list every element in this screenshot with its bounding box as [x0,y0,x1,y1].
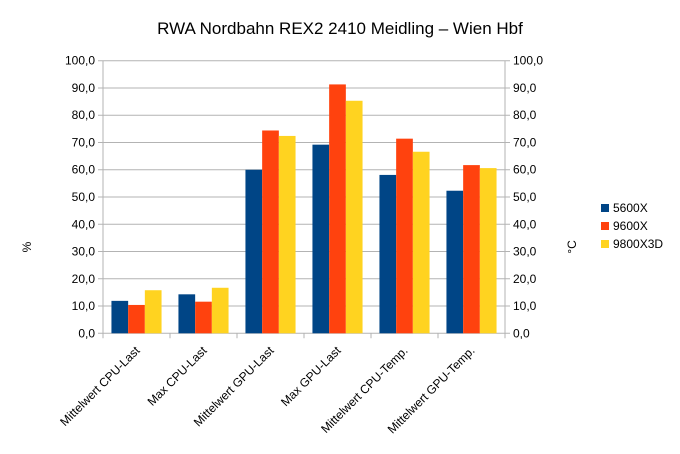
y-tick-label: 50,0 [72,190,96,204]
bar-5600X [312,144,330,334]
y2-tick-label: 60,0 [513,163,537,177]
bar-5600X [178,294,196,334]
bar-9600X [195,301,212,334]
legend-label: 9800X3D [613,237,663,251]
y2-tick-label: 10,0 [513,299,537,313]
bar-5600X [446,190,464,334]
gridlines [98,60,510,339]
y-tick-label: 20,0 [72,272,96,286]
legend: 5600X 9600X 9800X3D [601,201,663,251]
bar-9800X3D [412,151,430,334]
y-tick-label: 100,0 [65,54,95,68]
bar-9600X [396,138,413,334]
y2-tick-label: 90,0 [513,81,537,95]
legend-swatch [601,240,609,248]
bar-5600X [379,174,397,334]
x-axis-ticks: Mittelwert CPU-Last Max CPU-LastMittelwer… [57,343,477,436]
y-tick-label: 10,0 [72,299,96,313]
y2-tick-label: 70,0 [513,135,537,149]
legend-label: 9600X [613,219,648,233]
y2-tick-label: 40,0 [513,217,537,231]
y-tick-label: 90,0 [72,81,96,95]
x-tick-label: Mittelwert CPU-Last [57,343,143,429]
y2-tick-label: 0,0 [513,326,530,340]
y2-tick-label: 50,0 [513,190,537,204]
bar-5600X [245,169,263,334]
y-tick-label: 0,0 [78,326,95,340]
bars [111,84,497,334]
bar-9800X3D [278,135,296,334]
legend-swatch [601,222,609,230]
y2-tick-label: 30,0 [513,245,537,259]
y-tick-label: 70,0 [72,135,96,149]
y2-tick-label: 20,0 [513,272,537,286]
bar-9600X [463,165,480,334]
y-axis-ticks: 0,0 0,0 10,0 10,0 20,0 20,0 30,0 30,0 40,0 40,0 50… [65,54,543,341]
bar-9800X3D [211,287,229,334]
bar-9600X [262,130,279,334]
bar-9600X [128,304,145,334]
x-tick-label: Max GPU-Last [278,343,344,409]
y-tick-label: 30,0 [72,245,96,259]
y2-tick-label: 100,0 [513,54,543,68]
y-tick-label: 40,0 [72,217,96,231]
y2-axis-label: °C [565,240,579,254]
y-tick-label: 60,0 [72,163,96,177]
y2-tick-label: 80,0 [513,108,537,122]
bar-5600X [111,300,129,334]
chart-title: RWA Nordbahn REX2 2410 Meidling – Wien H… [157,19,523,38]
bar-9800X3D [144,290,162,334]
bar-9800X3D [345,100,363,334]
y-axis-label: % [20,241,34,252]
legend-swatch [601,204,609,212]
bar-9800X3D [479,168,497,334]
y-tick-label: 80,0 [72,108,96,122]
bar-9600X [329,84,346,334]
legend-label: 5600X [613,201,648,215]
x-tick-label: Max CPU-Last [145,343,211,409]
